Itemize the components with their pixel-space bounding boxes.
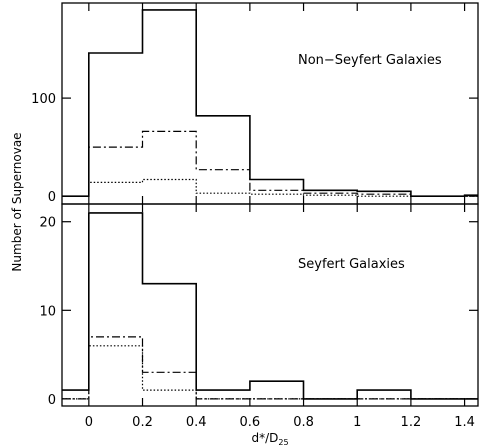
x-tick-label: 1.2 — [401, 415, 422, 430]
panel-annotation-top: Non−Seyfert Galaxies — [298, 53, 442, 68]
y-tick-label-bottom: 0 — [48, 393, 56, 408]
x-tick-label: 0 — [85, 415, 93, 430]
y-tick-label-top: 100 — [31, 92, 56, 107]
y-tick-label-bottom: 20 — [39, 216, 56, 231]
x-tick-label: 0.4 — [186, 415, 207, 430]
histogram-dotted-bottom — [62, 345, 478, 400]
x-axis-label-main: d*/D — [251, 431, 278, 445]
histogram-solid-top — [62, 9, 478, 197]
histogram-dashdot-bottom — [62, 336, 478, 400]
plot-frame-top — [61, 2, 479, 205]
x-tick-label: 0.6 — [240, 415, 261, 430]
x-axis-label-subscript: 25 — [278, 438, 288, 447]
histogram-solid-bottom — [62, 212, 478, 400]
y-axis-label: Number of Supernovae — [10, 132, 24, 271]
y-tick-label-bottom: 10 — [39, 304, 56, 319]
x-tick-label: 1.4 — [454, 415, 475, 430]
x-axis-label: d*/D25 — [251, 431, 288, 447]
y-tick-label-top: 0 — [48, 190, 56, 205]
plot-frame-bottom — [61, 203, 479, 407]
x-tick-label: 1 — [353, 415, 361, 430]
histogram-dashdot-top — [62, 130, 478, 197]
panel-annotation-bottom: Seyfert Galaxies — [298, 257, 405, 272]
histogram-dotted-top — [62, 178, 478, 197]
x-tick-label: 0.8 — [293, 415, 314, 430]
panel-non-seyfert: 0 100 Non−Seyfert Galaxies — [31, 2, 479, 205]
x-tick-label: 0.2 — [132, 415, 153, 430]
panel-seyfert: 0 10 20 0 0.2 0.4 0.6 0.8 1 1.2 1.4 Seyfert Galaxie… — [39, 203, 479, 430]
